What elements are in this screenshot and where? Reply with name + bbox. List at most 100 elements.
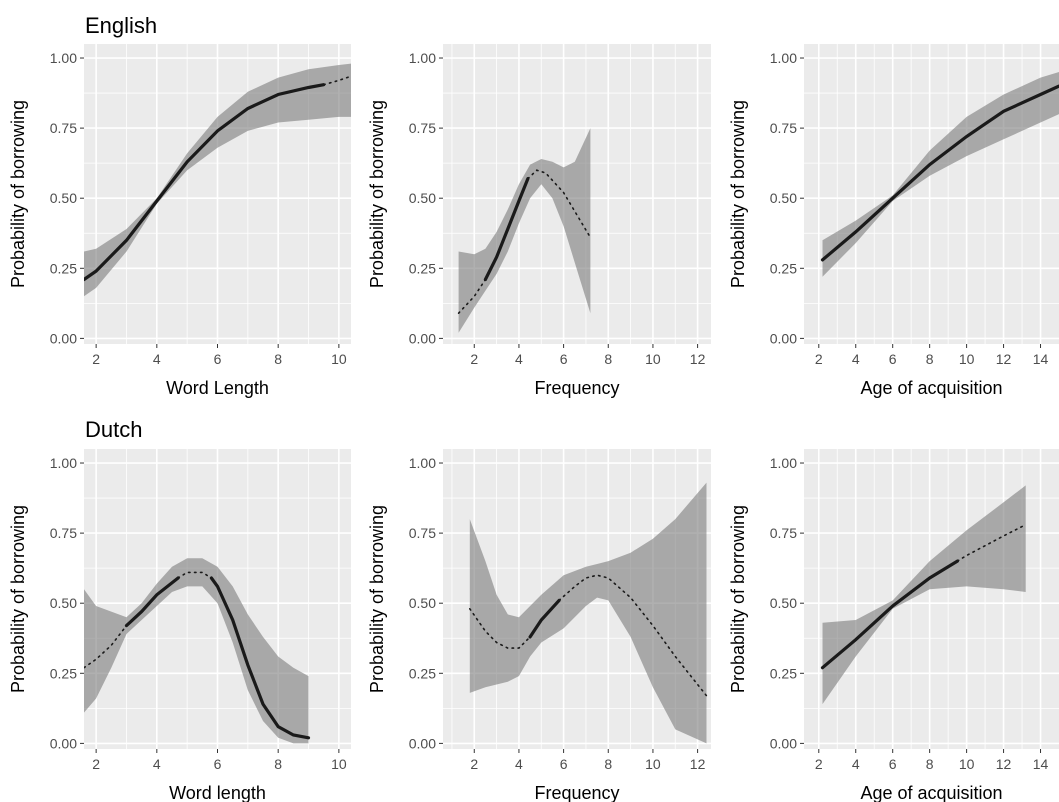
x-tick-label: 6: [560, 756, 568, 772]
x-tick-label: 4: [153, 351, 161, 367]
x-tick-label: 6: [560, 351, 568, 367]
y-axis-title: Probability of borrowing: [728, 505, 748, 693]
x-tick-label: 6: [889, 756, 897, 772]
chart-panel-5: 0.00 0.25 0.50 0.75 1.00 2 4 6 8 10 12 Frequency Pro…: [367, 449, 711, 802]
fit-line-solid: [84, 83, 326, 282]
y-tick-label: 1.00: [770, 50, 797, 66]
x-tick-label: 8: [926, 351, 934, 367]
y-axis-title: Probability of borrowing: [8, 100, 28, 288]
x-tick-label: 8: [274, 351, 282, 367]
y-tick-label: 0.00: [770, 735, 797, 751]
x-tick-label: 10: [331, 756, 347, 772]
x-tick-label: 10: [959, 756, 975, 772]
y-tick-label: 0.50: [770, 190, 797, 206]
x-tick-label: 2: [92, 351, 100, 367]
x-tick-label: 2: [815, 351, 823, 367]
x-tick-label: 10: [959, 351, 975, 367]
fit-line-dotted: [956, 523, 1027, 562]
y-tick-label: 0.25: [50, 665, 77, 681]
chart-panel-1: 0.00 0.25 0.50 0.75 1.00 2 4 6 8 10 Word Length Pro…: [8, 44, 351, 398]
x-tick-label: 8: [926, 756, 934, 772]
y-tick-label: 0.50: [409, 190, 436, 206]
confidence-band: [458, 128, 591, 333]
y-tick-label: 0.50: [50, 190, 77, 206]
y-axis-title: Probability of borrowing: [8, 505, 28, 693]
chart-panel-3: 0.00 0.25 0.50 0.75 1.00 2 4 6 8 10 12 14 Age of acq…: [728, 44, 1059, 398]
y-tick-label: 0.75: [50, 525, 77, 541]
chart-panel-6: 0.00 0.25 0.50 0.75 1.00 2 4 6 8 10 12 14 Age of acq…: [728, 449, 1059, 802]
fit-line-solid: [528, 598, 561, 639]
x-tick-label: 8: [604, 756, 612, 772]
x-tick-label: 6: [214, 756, 222, 772]
fit-line-dotted: [84, 624, 128, 669]
confidence-band: [822, 72, 1059, 277]
y-axis-title: Probability of borrowing: [728, 100, 748, 288]
y-tick-label: 0.00: [409, 735, 436, 751]
confidence-band: [822, 485, 1026, 705]
x-tick-label: 14: [1033, 351, 1049, 367]
x-axis-title: Age of acquisition: [860, 783, 1002, 802]
fit-line-dotted: [527, 169, 592, 239]
confidence-band: [84, 63, 351, 297]
x-tick-label: 4: [515, 756, 523, 772]
fit-line-solid: [483, 177, 530, 282]
x-axis-title: Frequency: [534, 783, 619, 802]
x-tick-label: 4: [852, 756, 860, 772]
y-tick-label: 1.00: [409, 455, 436, 471]
x-tick-label: 8: [604, 351, 612, 367]
fit-line-dotted: [322, 75, 351, 86]
x-axis-title: Frequency: [534, 378, 619, 398]
x-axis-title: Word Length: [166, 378, 269, 398]
y-tick-label: 0.00: [50, 735, 77, 751]
confidence-band: [84, 558, 309, 744]
y-axis-title: Probability of borrowing: [367, 505, 387, 693]
fit-line-dotted: [177, 571, 213, 579]
y-tick-label: 0.25: [770, 260, 797, 276]
y-tick-label: 0.25: [770, 665, 797, 681]
y-tick-label: 0.00: [50, 330, 77, 346]
x-tick-label: 12: [996, 756, 1012, 772]
x-tick-label: 8: [274, 756, 282, 772]
x-tick-label: 6: [889, 351, 897, 367]
y-tick-label: 0.75: [770, 120, 797, 136]
y-tick-label: 1.00: [50, 455, 77, 471]
row-title-dutch: Dutch: [85, 417, 142, 442]
x-tick-label: 6: [214, 351, 222, 367]
x-axis-title: Word length: [169, 783, 266, 802]
chart-panel-2: 0.00 0.25 0.50 0.75 1.00 2 4 6 8 10 12 Frequency Pro…: [367, 44, 711, 398]
y-tick-label: 0.50: [409, 595, 436, 611]
x-tick-label: 10: [331, 351, 347, 367]
x-tick-label: 4: [515, 351, 523, 367]
x-tick-label: 4: [852, 351, 860, 367]
x-tick-label: 2: [470, 351, 478, 367]
y-tick-label: 1.00: [770, 455, 797, 471]
x-tick-label: 2: [92, 756, 100, 772]
chart-panel-4: 0.00 0.25 0.50 0.75 1.00 2 4 6 8 10 Word length Pro…: [8, 449, 351, 802]
fit-line-solid: [820, 559, 959, 670]
y-axis-title: Probability of borrowing: [367, 100, 387, 288]
x-tick-label: 12: [690, 756, 706, 772]
y-tick-label: 0.00: [409, 330, 436, 346]
y-tick-label: 0.50: [50, 595, 77, 611]
x-tick-label: 4: [153, 756, 161, 772]
x-tick-label: 10: [645, 351, 661, 367]
y-tick-label: 1.00: [409, 50, 436, 66]
fit-line-solid: [124, 576, 180, 628]
x-tick-label: 12: [996, 351, 1012, 367]
row-title-english: English: [85, 13, 157, 38]
fit-line-solid: [820, 84, 1059, 262]
y-tick-label: 0.25: [409, 665, 436, 681]
fit-line-solid: [209, 576, 311, 740]
y-tick-label: 0.50: [770, 595, 797, 611]
x-tick-label: 12: [690, 351, 706, 367]
y-tick-label: 0.75: [409, 120, 436, 136]
y-tick-label: 0.75: [409, 525, 436, 541]
y-tick-label: 0.00: [770, 330, 797, 346]
x-axis-title: Age of acquisition: [860, 378, 1002, 398]
confidence-band: [469, 482, 707, 744]
y-tick-label: 0.75: [50, 120, 77, 136]
y-tick-label: 0.25: [409, 260, 436, 276]
x-tick-label: 10: [645, 756, 661, 772]
y-tick-label: 1.00: [50, 50, 77, 66]
